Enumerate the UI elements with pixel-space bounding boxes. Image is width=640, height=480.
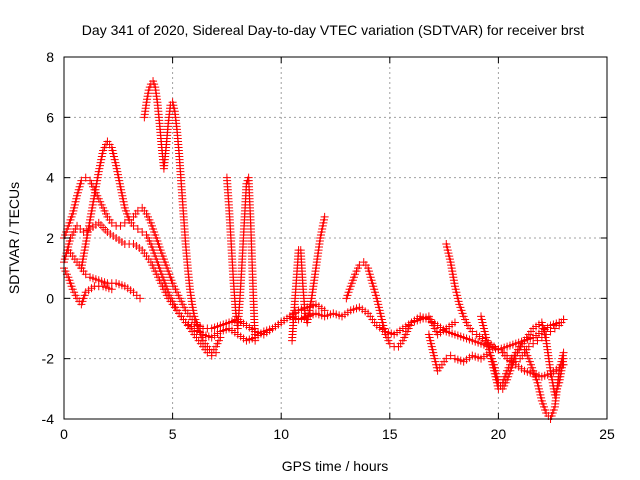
data-point [133, 224, 142, 233]
x-tick-label: 5 [169, 426, 177, 442]
data-point [216, 333, 225, 342]
series-track-i [342, 258, 459, 351]
data-point [537, 333, 546, 342]
data-point [116, 221, 125, 230]
data-point [507, 354, 516, 363]
axis-ticks: 0 5 10 15 20 25 -4 -2 0 2 4 6 8 [42, 49, 615, 442]
data-point [77, 176, 86, 185]
x-tick-label: 10 [273, 426, 289, 442]
data-point [82, 226, 91, 235]
x-tick-label: 25 [599, 426, 615, 442]
data-point [320, 306, 329, 315]
x-tick-label: 15 [382, 426, 398, 442]
x-tick-label: 0 [60, 426, 68, 442]
x-axis-label: GPS time / hours [282, 458, 389, 474]
data-point [468, 327, 477, 336]
x-tick-label: 20 [491, 426, 507, 442]
data-point [503, 351, 512, 360]
y-tick-label: 4 [46, 170, 54, 186]
y-tick-label: -4 [42, 411, 55, 427]
data-point [96, 221, 105, 230]
series-track-h [288, 212, 329, 345]
data-point [81, 270, 90, 279]
series-track-c [77, 137, 221, 360]
data-point [550, 324, 559, 333]
y-tick-label: -2 [42, 351, 55, 367]
data-point [446, 351, 455, 360]
data-point [138, 227, 147, 236]
data-point [511, 357, 520, 366]
data-point [320, 212, 329, 221]
series-track-d [140, 77, 225, 357]
data-point [107, 218, 116, 227]
chart-title: Day 341 of 2020, Sidereal Day-to-day VTE… [82, 22, 584, 38]
data-point [524, 342, 533, 351]
data-point [136, 294, 145, 303]
data-point [101, 225, 110, 234]
y-tick-label: 0 [46, 290, 54, 306]
data-point [559, 348, 568, 357]
y-tick-label: 6 [46, 109, 54, 125]
data-point [546, 327, 555, 336]
y-tick-label: 8 [46, 49, 54, 65]
data-point [81, 173, 90, 182]
data-point [529, 339, 538, 348]
data-point [99, 223, 108, 232]
data-point [490, 342, 499, 351]
data-point [559, 315, 568, 324]
data-point [251, 336, 260, 345]
plot-frame [63, 56, 608, 420]
data-point [442, 354, 451, 363]
data-point [450, 318, 459, 327]
data-point [542, 330, 551, 339]
data-point [516, 342, 525, 351]
series-track-f [64, 246, 145, 303]
data-point [129, 221, 138, 230]
y-axis-label: SDTVAR / TECUs [6, 182, 22, 294]
data-point [494, 345, 503, 354]
series-track-g [222, 173, 260, 345]
data-point [498, 348, 507, 357]
series-track-m [490, 315, 568, 366]
data-point [385, 339, 394, 348]
data-point [533, 336, 542, 345]
y-tick-label: 2 [46, 230, 54, 246]
data-points [60, 77, 568, 423]
